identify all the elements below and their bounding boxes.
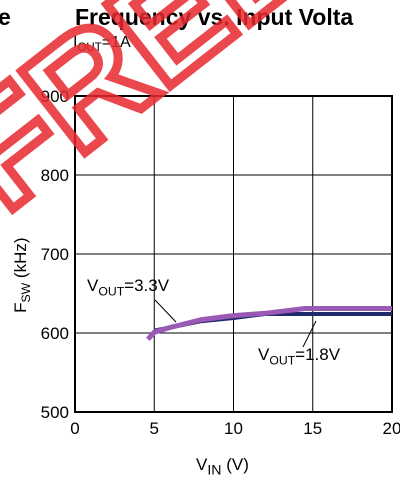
label-vout33-rest: =3.3V	[124, 276, 170, 295]
y-tick-label-500: 500	[41, 403, 69, 422]
label-vout18-rest: =1.8V	[295, 345, 341, 364]
label-vout33-main: V	[87, 276, 99, 295]
series-label-vout33: VOUT=3.3V	[87, 276, 169, 298]
x-tick-label-5: 5	[150, 419, 159, 438]
label-vout18-main: V	[258, 345, 270, 364]
series-label-vout18: VOUT=1.8V	[258, 345, 340, 367]
x-tick-label-10: 10	[224, 419, 243, 438]
x-axis-rest: (V)	[221, 455, 249, 474]
subtitle-rest: =1A	[101, 34, 131, 51]
x-tick-label-15: 15	[303, 419, 322, 438]
y-tick-label-800: 800	[41, 166, 69, 185]
x-axis-sub: IN	[207, 462, 222, 479]
y-axis-sub: SW	[19, 282, 34, 303]
chart-subtitle: IOUT=1A	[73, 34, 131, 54]
x-tick-label-20: 20	[383, 419, 400, 438]
plot-frame	[74, 95, 393, 413]
label-vout33-sub: OUT	[98, 284, 125, 299]
label-vout18-sub: OUT	[269, 353, 296, 368]
y-axis-rest: (kHz)	[10, 237, 30, 283]
subtitle-main: I	[73, 34, 78, 51]
series-line-vout33	[146, 306, 392, 341]
y-tick-label-900: 900	[41, 87, 69, 106]
y-axis-label: FSW (kHz)	[11, 215, 33, 335]
subtitle-sub: OUT	[77, 42, 102, 55]
leader-line-vout33	[154, 299, 177, 323]
chart-title: Frequency vs. Input Volta	[75, 4, 354, 30]
y-tick-label-600: 600	[41, 324, 69, 343]
leader-line-vout18	[302, 320, 317, 348]
y-axis-main: F	[10, 302, 30, 313]
x-axis-main: V	[196, 455, 208, 474]
title-fragment-left: e	[0, 4, 11, 30]
x-axis-label: VIN (V)	[196, 455, 249, 478]
y-tick-label-700: 700	[41, 245, 69, 264]
x-tick-label-0: 0	[70, 419, 79, 438]
